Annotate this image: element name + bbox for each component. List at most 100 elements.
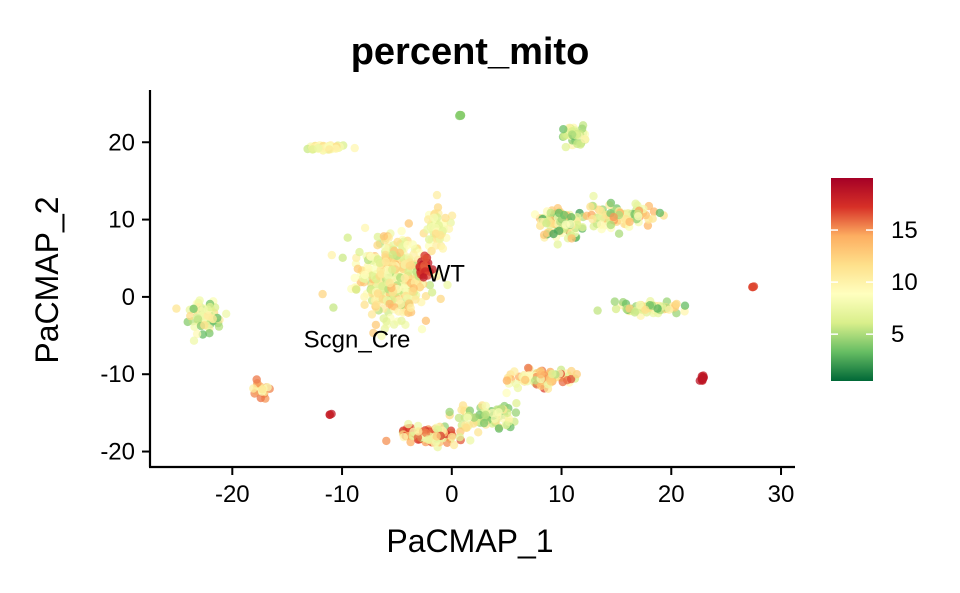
data-point bbox=[406, 303, 415, 312]
x-axis-title: PaCMAP_1 bbox=[386, 523, 553, 559]
data-point bbox=[593, 306, 602, 315]
data-point bbox=[199, 304, 208, 314]
data-point bbox=[352, 285, 361, 294]
data-point bbox=[680, 301, 690, 310]
data-point bbox=[502, 388, 511, 398]
data-point bbox=[655, 208, 665, 218]
y-tick-label: 20 bbox=[108, 129, 135, 156]
data-point bbox=[388, 265, 397, 274]
data-point bbox=[634, 212, 643, 221]
x-tick-label: 10 bbox=[548, 481, 575, 508]
data-point bbox=[494, 408, 503, 417]
data-point bbox=[350, 273, 359, 283]
data-point bbox=[463, 413, 472, 422]
x-tick-label: -10 bbox=[325, 481, 360, 508]
data-point bbox=[432, 432, 441, 441]
data-point bbox=[589, 191, 598, 201]
data-point bbox=[653, 304, 662, 313]
data-point bbox=[256, 393, 265, 403]
data-point bbox=[258, 385, 267, 394]
data-point bbox=[548, 369, 557, 379]
data-point bbox=[413, 433, 423, 442]
data-point bbox=[567, 366, 576, 376]
data-point bbox=[369, 328, 378, 338]
data-point bbox=[379, 314, 388, 323]
data-point bbox=[329, 303, 338, 312]
data-point bbox=[222, 309, 231, 318]
data-point bbox=[455, 110, 464, 120]
data-point bbox=[455, 433, 464, 442]
data-point bbox=[432, 241, 441, 250]
annotation-wt: WT bbox=[428, 261, 466, 288]
data-point bbox=[521, 375, 530, 385]
data-point bbox=[350, 143, 359, 153]
data-point bbox=[355, 247, 364, 257]
y-tick-label: 0 bbox=[122, 284, 135, 311]
y-tick-label: 10 bbox=[108, 207, 135, 234]
data-point bbox=[630, 308, 639, 317]
data-point bbox=[561, 142, 570, 152]
data-point bbox=[588, 214, 597, 224]
data-point bbox=[454, 413, 464, 423]
data-point bbox=[399, 433, 409, 442]
data-point bbox=[388, 250, 397, 259]
data-point bbox=[172, 304, 181, 313]
data-point bbox=[190, 322, 199, 331]
data-point bbox=[400, 273, 409, 283]
y-axis-ticks: -20 -10 0 10 20 bbox=[100, 129, 150, 466]
data-point bbox=[360, 292, 369, 302]
data-point bbox=[433, 203, 443, 212]
data-point bbox=[539, 230, 549, 239]
data-point bbox=[502, 376, 512, 385]
data-point bbox=[403, 240, 412, 250]
data-point bbox=[327, 250, 336, 260]
data-point bbox=[501, 420, 511, 430]
data-point bbox=[635, 300, 644, 310]
data-point bbox=[510, 367, 519, 376]
data-point bbox=[189, 304, 198, 313]
data-point bbox=[553, 240, 562, 249]
data-point bbox=[447, 432, 456, 442]
x-tick-label: 0 bbox=[445, 481, 458, 508]
data-point bbox=[643, 221, 653, 230]
data-point bbox=[524, 363, 533, 373]
data-point bbox=[427, 288, 437, 297]
data-point bbox=[404, 219, 413, 228]
data-point bbox=[606, 220, 615, 230]
data-point bbox=[494, 424, 504, 433]
data-point bbox=[481, 410, 490, 420]
data-point bbox=[325, 145, 334, 154]
data-point bbox=[414, 427, 423, 436]
data-point bbox=[436, 231, 445, 240]
data-point bbox=[424, 435, 433, 444]
data-point bbox=[596, 220, 606, 229]
data-point bbox=[567, 130, 577, 139]
data-point bbox=[409, 250, 418, 259]
colorbar-tick-label: 5 bbox=[891, 321, 904, 348]
data-point bbox=[611, 304, 621, 314]
data-point bbox=[665, 305, 674, 314]
data-point bbox=[425, 281, 435, 290]
data-point bbox=[566, 374, 576, 384]
data-point bbox=[672, 299, 681, 309]
data-point bbox=[331, 144, 341, 153]
data-point bbox=[559, 132, 569, 141]
data-point bbox=[542, 219, 551, 228]
data-point bbox=[641, 305, 650, 314]
data-point bbox=[555, 226, 564, 235]
data-point bbox=[609, 212, 618, 222]
data-point bbox=[530, 210, 540, 219]
data-point bbox=[511, 408, 521, 417]
data-point bbox=[385, 278, 394, 288]
chart-title: percent_mito bbox=[351, 31, 590, 73]
data-point bbox=[512, 399, 521, 408]
data-point bbox=[379, 232, 389, 241]
data-point bbox=[397, 316, 406, 325]
data-point bbox=[408, 287, 417, 296]
data-point bbox=[648, 214, 657, 223]
data-point bbox=[481, 401, 490, 411]
data-point bbox=[429, 213, 439, 222]
data-point bbox=[360, 300, 369, 309]
data-point bbox=[252, 375, 261, 384]
data-point bbox=[421, 428, 431, 438]
